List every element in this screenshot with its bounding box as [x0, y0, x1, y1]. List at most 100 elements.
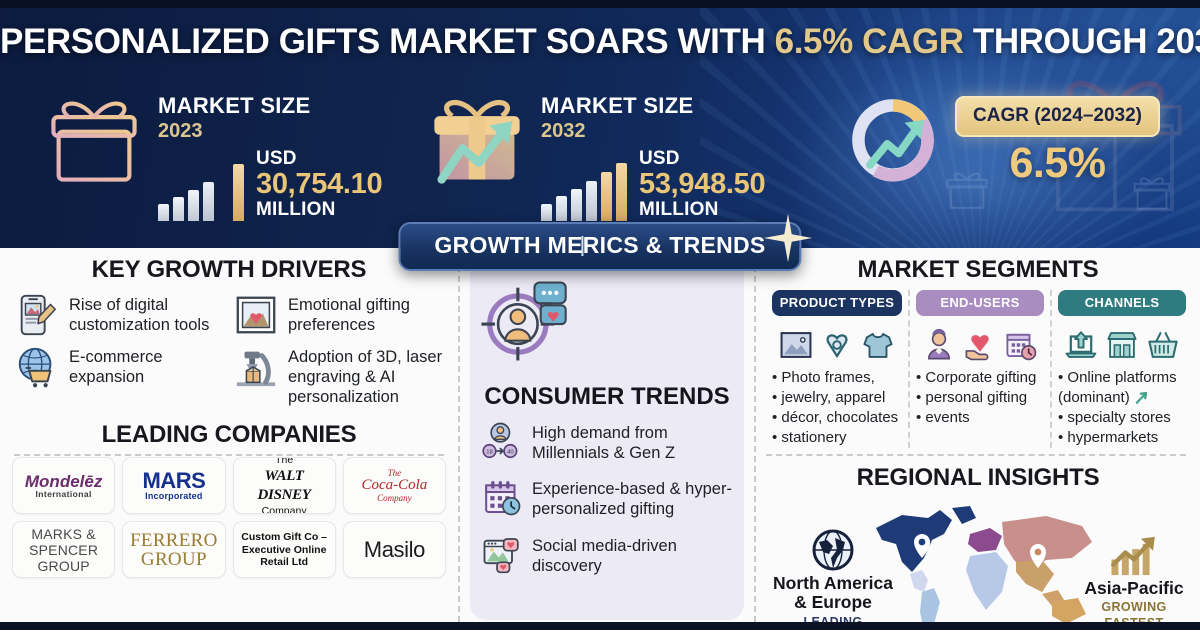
- map-pin-north-america: [914, 533, 930, 558]
- globe-icon: [812, 529, 854, 571]
- right-column: MARKET SEGMENTS PRODUCT TYPES: [756, 248, 1200, 630]
- consumer-trend-label: Social media-driven discovery: [532, 536, 677, 575]
- growth-driver-item: Rise of digital customization tools: [14, 292, 229, 338]
- regional-insights-block: North America & Europe LEADING Asia-Paci…: [756, 494, 1200, 644]
- regional-insights-title: REGIONAL INSIGHTS: [856, 463, 1100, 491]
- company-name: FERRERO GROUP: [130, 529, 218, 570]
- title-part-1: PERSONALIZED GIFTS MARKET SOARS WITH: [0, 22, 775, 61]
- growth-bars-arrow-icon: [1111, 536, 1155, 575]
- region-fastest-block: Asia-Pacific GROWING FASTEST: [1074, 534, 1194, 630]
- region-fastest-status-1: GROWING: [1101, 600, 1167, 615]
- consumer-trends-title: CONSUMER TRENDS: [484, 383, 730, 410]
- segment-icons-channels: [1058, 324, 1186, 362]
- businessman-icon: [927, 328, 951, 360]
- growth-driver-item: Adoption of 3D, laser engraving & AI per…: [233, 344, 448, 407]
- segment-list-item: • Photo frames,: [772, 369, 875, 386]
- cagr-block: CAGR (2024–2032) 6.5%: [845, 92, 1160, 188]
- market-size-2023-label: MARKET SIZE: [158, 93, 311, 118]
- laptop-upload-icon: [1065, 331, 1097, 358]
- consumer-trend-item: Experience-based & hyper-personalized gi…: [470, 477, 744, 533]
- target-consumer-chat-heart-icon: [481, 281, 567, 361]
- horizontal-divider-right: [766, 454, 1186, 456]
- horizontal-divider-left: [14, 454, 444, 456]
- bar-chart-2032-icon: [541, 162, 627, 221]
- company-card: MARKS & SPENCER GROUP: [12, 521, 116, 579]
- unit-2032: MILLION: [639, 198, 719, 220]
- growth-drivers-list: Rise of digital customization tools Emot…: [0, 284, 458, 407]
- company-card: Masilo: [342, 521, 446, 579]
- market-size-2032-value: 53,948.50: [639, 167, 766, 200]
- cagr-value: 6.5%: [1009, 139, 1106, 187]
- currency-2032: USD: [639, 147, 680, 169]
- growth-driver-label: E-commerce expansion: [69, 348, 163, 387]
- market-size-2023-block: MARKET SIZE 2023 USD 30,754.10 MILLI: [42, 88, 383, 221]
- header-banner: PERSONALIZED GIFTS MARKET SOARS WITH 6.5…: [0, 0, 1200, 248]
- ghost-gift-small-2-icon: [1133, 177, 1171, 210]
- bottom-edge-bar: [0, 622, 1200, 630]
- company-prefix: The: [387, 467, 402, 478]
- key-growth-drivers-title: KEY GROWTH DRIVERS: [91, 256, 367, 283]
- consumer-trend-label: High demand from Millennials & Gen Z: [532, 424, 676, 463]
- vertical-divider-left: [458, 256, 460, 622]
- growth-driver-label: Emotional gifting preferences: [288, 296, 410, 335]
- region-leading-block: North America & Europe LEADING: [768, 528, 898, 629]
- segment-list-product-types: • Photo frames, • jewelry, apparel • déc…: [772, 368, 902, 448]
- company-subtitle: Company: [261, 504, 307, 515]
- currency-2023: USD: [256, 147, 297, 169]
- segment-list-item: • Corporate gifting: [916, 369, 1037, 386]
- segment-list-item: • personal gifting: [916, 388, 1028, 406]
- company-subtitle: International: [35, 489, 92, 500]
- vertical-divider-right: [754, 256, 756, 622]
- company-subtitle: Incorporated: [145, 491, 203, 502]
- world-map-with-pins: [876, 505, 1092, 630]
- tshirt-icon: [863, 333, 893, 358]
- calendar-event-clock-icon: [1006, 333, 1037, 361]
- banner-text-after: RICS & TRENDS: [582, 232, 766, 258]
- market-size-2023-value: 30,754.10: [256, 167, 383, 200]
- segment-list-item: (dominant): [1058, 388, 1130, 406]
- company-prefix: The: [275, 457, 294, 466]
- body-area: KEY GROWTH DRIVERS Rise of digital custo…: [0, 248, 1200, 630]
- region-fastest-name: Asia-Pacific: [1084, 577, 1184, 598]
- segment-icons-product-types: [772, 324, 902, 362]
- cagr-pill-label: CAGR (2024–2032): [955, 96, 1160, 137]
- svg-text:40: 40: [507, 450, 514, 456]
- segment-pill-product-types: PRODUCT TYPES: [772, 290, 902, 316]
- segment-list-item: • Online platforms: [1058, 369, 1177, 386]
- segment-list-channels: • Online platforms (dominant) • specialt…: [1058, 368, 1186, 448]
- globe-shopping-cart-icon: [18, 347, 52, 388]
- company-name: MARKS & SPENCER GROUP: [29, 525, 99, 574]
- consumer-trend-item: 18 40 High demand from Millennials & Gen…: [470, 421, 744, 477]
- company-card: MARS Incorporated: [122, 457, 226, 515]
- gift-box-outline-icon: [51, 101, 137, 182]
- infographic-canvas: PERSONALIZED GIFTS MARKET SOARS WITH 6.5…: [0, 0, 1200, 630]
- consumer-trend-label: Experience-based & hyper-personalized gi…: [532, 480, 732, 519]
- smartphone-photo-pencil-icon: [20, 294, 56, 336]
- photo-frame-icon: [780, 332, 812, 358]
- segment-list-item: • stationery: [772, 428, 847, 446]
- ghost-gift-small-icon: [946, 172, 988, 209]
- segment-icons-end-users: [916, 324, 1044, 362]
- gift-box-growth-arrow-icon: [434, 99, 520, 184]
- market-size-2032-year: 2032: [541, 119, 586, 142]
- segment-list-item: • hypermarkets: [1058, 428, 1159, 446]
- heart-locket-icon: [826, 334, 848, 359]
- growth-driver-label: Rise of digital customization tools: [69, 296, 210, 335]
- segment-column-channels: CHANNELS: [1050, 290, 1192, 448]
- growth-driver-item: Emotional gifting preferences: [233, 292, 448, 338]
- growth-driver-label: Adoption of 3D, laser engraving & AI per…: [288, 348, 443, 407]
- segment-list-end-users: • Corporate gifting • personal gifting •…: [916, 368, 1044, 428]
- market-size-2023-year: 2023: [158, 119, 203, 142]
- donut-chart-growth-arrow-icon: [852, 99, 934, 182]
- company-card: FERRERO GROUP: [122, 521, 226, 579]
- bar-chart-2023-icon: [158, 163, 244, 221]
- title-highlight: 6.5% CAGR: [774, 22, 964, 61]
- company-name: MARS: [142, 468, 206, 494]
- segment-pill-channels: CHANNELS: [1058, 290, 1186, 316]
- unit-2023: MILLION: [256, 198, 336, 220]
- age-group-transition-icon: 18 40: [482, 422, 518, 459]
- company-card: The WALT DISNEY Company: [232, 457, 336, 515]
- segment-list-item: • specialty stores: [1058, 408, 1171, 426]
- company-card: Custom Gift Co – Executive Online Retail…: [232, 521, 336, 579]
- consumer-trends-panel: CONSUMER TRENDS 18 40 High demand from M…: [470, 258, 744, 620]
